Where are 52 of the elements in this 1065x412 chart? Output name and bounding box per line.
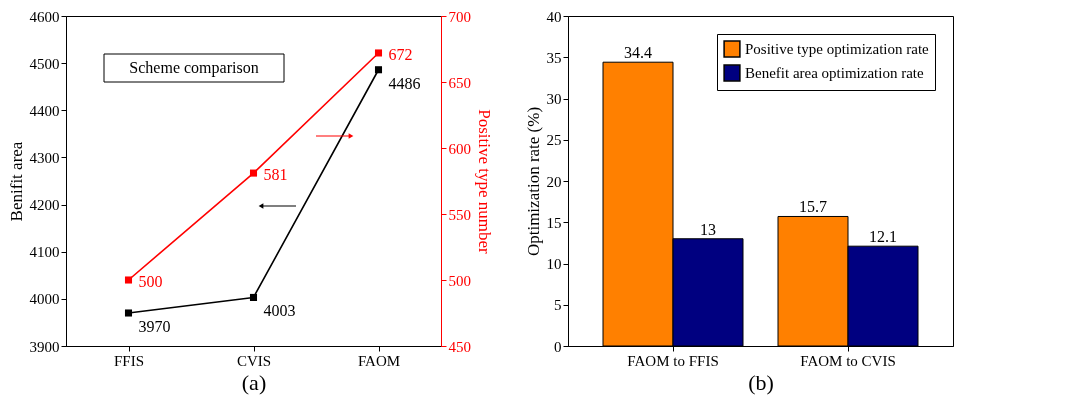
- point: [124, 309, 133, 317]
- x-tick-label: FFIS: [113, 352, 145, 369]
- data-label: 3970: [138, 318, 171, 335]
- x-tick-label: FAOM to CVIS: [800, 352, 896, 369]
- data-label: 34.4: [624, 44, 652, 62]
- y2-tick-label: 500: [448, 272, 471, 289]
- point: [124, 276, 133, 284]
- y2-tick-label: 550: [448, 206, 471, 223]
- y-tick-label: 40: [546, 8, 562, 25]
- y-tick-label: 4400: [29, 102, 60, 119]
- y-tick-label: 4600: [29, 8, 60, 25]
- data-label: 4003: [263, 302, 296, 320]
- y-tick-label: 3900: [29, 338, 60, 355]
- y-tick-label: 10: [546, 256, 562, 272]
- y2-tick-label: 650: [448, 74, 471, 91]
- legend-label: Benefit area optimization rate: [745, 65, 925, 81]
- y-tick-label: 20: [546, 173, 562, 190]
- annotation: Scheme comparison: [129, 59, 259, 77]
- data-label: 12.1: [869, 228, 897, 246]
- y-axis-title: Benifit area: [6, 141, 26, 222]
- y2-tick-label: 450: [448, 338, 471, 355]
- point: [374, 66, 383, 74]
- y-tick-label: 4300: [29, 149, 60, 166]
- x-tick-label: FAOM: [357, 352, 401, 369]
- x-tick-label: FAOM to FFIS: [627, 352, 719, 369]
- data-label: 672: [388, 45, 413, 63]
- y-tick-label: 25: [546, 132, 562, 149]
- data-label: 581: [263, 166, 288, 184]
- y-tick-label: 4200: [29, 197, 60, 214]
- y-tick-label: 4000: [29, 291, 60, 308]
- point: [249, 293, 258, 301]
- y2-tick-label: 700: [448, 8, 471, 25]
- data-label: 500: [138, 273, 163, 290]
- y2-tick-label: 600: [448, 140, 471, 157]
- data-label: 13: [700, 220, 716, 238]
- legend-label: Positive type optimization rate: [745, 41, 930, 57]
- point: [249, 169, 258, 177]
- data-label: 4486: [388, 74, 421, 92]
- y-tick-label: 4500: [29, 55, 60, 72]
- y-tick-label: 4100: [29, 244, 60, 261]
- y2-axis-title: Positive type number: [475, 109, 494, 255]
- data-label: 15.7: [799, 198, 827, 216]
- x-tick-label: CVIS: [236, 352, 272, 369]
- y-tick-label: 35: [546, 49, 562, 66]
- y-tick-label: 30: [546, 91, 562, 107]
- y-tick-label: 0: [554, 338, 562, 355]
- y-tick-label: 5: [554, 297, 562, 314]
- y-tick-label: 15: [546, 214, 562, 231]
- x-axis-title: (a): [241, 369, 267, 395]
- y-axis-title: Optimization rate (%): [523, 106, 543, 257]
- point: [374, 49, 383, 57]
- x-axis-title: (b): [748, 369, 774, 395]
